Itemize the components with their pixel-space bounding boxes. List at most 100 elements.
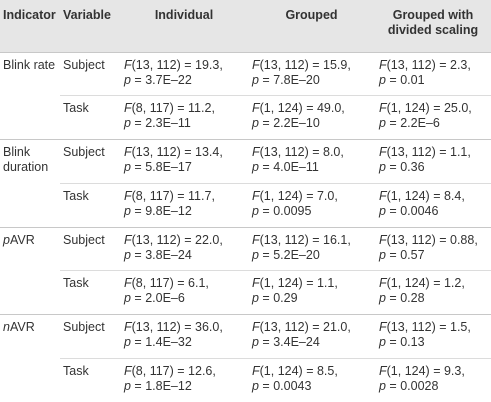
value-cell: F(1, 124) = 49.0, p = 2.2E–10 [248, 95, 375, 140]
value-line: F(13, 112) = 16.1, [252, 232, 351, 247]
column-header: Grouped with divided scaling [375, 0, 491, 52]
variable-cell: Subject [60, 226, 120, 271]
value-line: F(8, 117) = 12.6, [124, 363, 216, 378]
value-cell: F(13, 112) = 36.0, p = 1.4E–32 [120, 314, 248, 359]
value-line: p = 1.4E–32 [124, 335, 192, 349]
variable-cell: Subject [60, 51, 120, 96]
value-line: F(1, 124) = 1.2, [379, 276, 465, 291]
variable-cell: Task [60, 95, 120, 140]
value-line: F(1, 124) = 9.3, [379, 363, 465, 378]
variable-cell: Subject [60, 139, 120, 184]
value-line: F(1, 124) = 8.4, [379, 188, 465, 203]
variable-cell: Task [60, 270, 120, 315]
value-line: F(8, 117) = 11.7, [124, 188, 215, 203]
value-line: F(13, 112) = 36.0, [124, 320, 223, 334]
value-cell: F(13, 112) = 13.4, p = 5.8E–17 [120, 139, 248, 184]
value-line: p = 3.8E–24 [124, 247, 192, 262]
value-line: p = 5.2E–20 [252, 247, 320, 262]
value-line: F(13, 112) = 1.5, [379, 320, 471, 334]
variable-cell: Subject [60, 314, 120, 359]
value-cell: F(13, 112) = 8.0, p = 4.0E–11 [248, 139, 375, 184]
table-row: Blink duration Subject F(13, 112) = 13.4, p… [0, 139, 491, 227]
value-line: F(1, 124) = 25.0, [379, 101, 472, 116]
table-row: Blink rate Subject F(13, 112) = 19.3, p = 3… [0, 51, 491, 140]
value-cell: F(8, 117) = 11.7, p = 9.8E–12 [120, 182, 248, 227]
value-cell: F(13, 112) = 19.3, p = 3.7E–22 [120, 51, 248, 96]
value-line: p = 0.29 [252, 291, 298, 306]
value-line: p = 0.36 [379, 160, 425, 174]
value-cell: F(1, 124) = 1.1, p = 0.29 [248, 270, 375, 315]
value-line: p = 9.8E–12 [124, 203, 192, 218]
value-line: p = 0.0028 [379, 378, 439, 393]
value-cell: F(1, 124) = 9.3, p = 0.0028 [375, 357, 491, 402]
value-line: p = 2.2E–6 [379, 116, 440, 131]
value-line: p = 2.2E–10 [252, 116, 320, 131]
value-line: p = 5.8E–17 [124, 160, 192, 174]
value-cell: F(1, 124) = 8.5, p = 0.0043 [248, 357, 375, 402]
indicator-cell: pAVR [0, 226, 60, 315]
indicator-cell: nAVR [0, 314, 60, 402]
value-line: F(8, 117) = 6.1, [124, 276, 209, 291]
header-row: Indicator Variable Individual Grouped Groupe… [0, 0, 491, 52]
table-row: Task F(8, 117) = 6.1, p = 2.0E–6 F(1, 124) … [0, 270, 491, 315]
value-line: p = 0.01 [379, 72, 425, 87]
value-line: p = 2.3E–11 [124, 116, 191, 131]
value-cell: F(8, 117) = 6.1, p = 2.0E–6 [120, 270, 248, 315]
value-cell: F(1, 124) = 8.4, p = 0.0046 [375, 182, 491, 227]
variable-cell: Task [60, 357, 120, 402]
value-line: p = 3.4E–24 [252, 335, 320, 349]
table-row: nAVR Subject F(13, 112) = 36.0, p = 1.4E–32… [0, 314, 491, 402]
indicator-cell: Blink rate [0, 51, 60, 140]
value-cell: F(13, 112) = 1.1, p = 0.36 [375, 139, 491, 184]
value-line: p = 0.0043 [252, 378, 312, 393]
value-cell: F(1, 124) = 7.0, p = 0.0095 [248, 182, 375, 227]
value-line: F(13, 112) = 0.88, [379, 232, 478, 247]
value-line: F(13, 112) = 22.0, [124, 232, 223, 247]
value-line: p = 0.28 [379, 291, 425, 306]
value-cell: F(13, 112) = 21.0, p = 3.4E–24 [248, 314, 375, 359]
value-cell: F(1, 124) = 1.2, p = 0.28 [375, 270, 491, 315]
table-body: Blink rate Subject F(13, 112) = 19.3, p = 3… [0, 51, 491, 402]
value-cell: F(1, 124) = 25.0, p = 2.2E–6 [375, 95, 491, 140]
column-header: Individual [120, 0, 248, 52]
value-cell: F(8, 117) = 11.2, p = 2.3E–11 [120, 95, 248, 140]
value-line: F(13, 112) = 21.0, [252, 320, 351, 334]
value-line: p = 0.57 [379, 247, 425, 262]
value-line: F(13, 112) = 15.9, [252, 57, 351, 72]
value-line: p = 0.0046 [379, 203, 439, 218]
value-line: p = 2.0E–6 [124, 291, 185, 306]
value-line: F(8, 117) = 11.2, [124, 101, 215, 116]
value-cell: F(13, 112) = 1.5, p = 0.13 [375, 314, 491, 359]
column-header: Variable [60, 0, 120, 52]
column-header: Indicator [0, 0, 60, 52]
value-line: F(1, 124) = 49.0, [252, 101, 345, 116]
value-line: F(1, 124) = 7.0, [252, 188, 338, 203]
value-line: F(13, 112) = 13.4, [124, 145, 223, 159]
table-row: Task F(8, 117) = 11.2, p = 2.3E–11 F(1, 124… [0, 95, 491, 140]
value-line: p = 4.0E–11 [252, 160, 319, 174]
value-cell: F(13, 112) = 15.9, p = 7.8E–20 [248, 51, 375, 96]
value-line: p = 0.0095 [252, 203, 312, 218]
value-cell: F(13, 112) = 2.3, p = 0.01 [375, 51, 491, 96]
value-line: p = 3.7E–22 [124, 72, 192, 87]
value-line: p = 7.8E–20 [252, 72, 320, 87]
value-cell: F(13, 112) = 16.1, p = 5.2E–20 [248, 226, 375, 271]
value-cell: F(13, 112) = 22.0, p = 3.8E–24 [120, 226, 248, 271]
column-header: Grouped [248, 0, 375, 52]
value-line: p = 1.8E–12 [124, 378, 192, 393]
value-line: p = 0.13 [379, 335, 425, 349]
value-cell: F(13, 112) = 0.88, p = 0.57 [375, 226, 491, 271]
value-line: F(13, 112) = 1.1, [379, 145, 471, 159]
value-line: F(1, 124) = 8.5, [252, 363, 338, 378]
value-line: F(13, 112) = 19.3, [124, 57, 223, 72]
indicator-cell: Blink duration [0, 139, 60, 227]
table-row: Task F(8, 117) = 11.7, p = 9.8E–12 F(1, 124… [0, 182, 491, 227]
value-cell: F(8, 117) = 12.6, p = 1.8E–12 [120, 357, 248, 402]
table-row: pAVR Subject F(13, 112) = 22.0, p = 3.8E–24… [0, 226, 491, 315]
value-line: F(13, 112) = 8.0, [252, 145, 344, 159]
table-row: Task F(8, 117) = 12.6, p = 1.8E–12 F(1, 124… [0, 357, 491, 402]
value-line: F(13, 112) = 2.3, [379, 57, 471, 72]
value-line: F(1, 124) = 1.1, [252, 276, 338, 291]
